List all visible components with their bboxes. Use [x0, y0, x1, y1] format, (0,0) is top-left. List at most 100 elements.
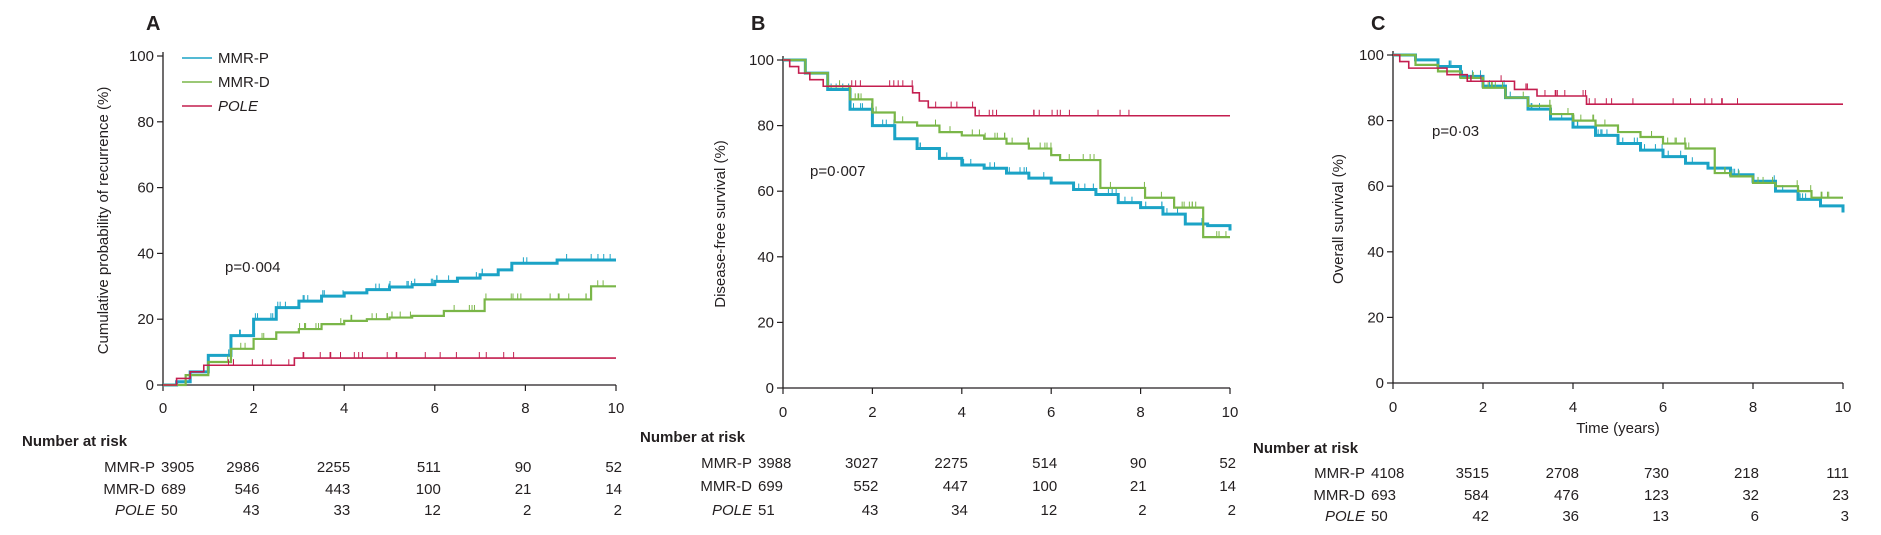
risk-row-label: MMR-P: [701, 455, 752, 472]
p-value-annotation: p=0·007: [810, 163, 865, 180]
y-tick-label: 40: [757, 249, 774, 266]
x-tick-label: 8: [1136, 404, 1144, 421]
x-tick-label: 4: [958, 404, 966, 421]
x-tick-label: 10: [1222, 404, 1239, 421]
y-tick-label: 100: [1359, 47, 1384, 64]
risk-cell: 3988: [758, 455, 791, 472]
risk-cell: 3: [1841, 508, 1849, 525]
risk-row-label: POLE: [1325, 508, 1366, 525]
y-tick-label: 100: [129, 48, 154, 65]
y-tick-label: 20: [1367, 309, 1384, 326]
risk-cell: 12: [1041, 502, 1058, 519]
risk-row-label: POLE: [712, 502, 753, 519]
risk-table-header: Number at risk: [22, 433, 128, 450]
panel-c: C 0 20 40 60 80 100 0 2 4 6 8 10 Overall survival (%)…: [1253, 13, 1851, 525]
risk-cell: 447: [943, 478, 968, 495]
x-tick-label: 0: [1389, 399, 1397, 416]
risk-cell: 218: [1734, 465, 1759, 482]
risk-table-header: Number at risk: [1253, 440, 1359, 457]
x-axis-label: Time (years): [1576, 420, 1660, 437]
x-tick-label: 6: [431, 400, 439, 417]
p-value-annotation: p=0·03: [1432, 123, 1479, 140]
x-tick-label: 6: [1659, 399, 1667, 416]
risk-cell: 514: [1032, 455, 1057, 472]
y-tick-label: 40: [137, 245, 154, 262]
risk-cell: 50: [1371, 508, 1388, 525]
risk-cell: 34: [951, 502, 968, 519]
risk-cell: 6: [1751, 508, 1759, 525]
x-tick-label: 2: [868, 404, 876, 421]
risk-cell: 2: [1228, 502, 1236, 519]
series-line-mmr-d: [1393, 53, 1843, 199]
y-axis-label: Cumulative probability of recurrence (%): [95, 87, 112, 355]
risk-cell: 43: [243, 502, 260, 519]
risk-cell: 14: [605, 481, 622, 498]
x-tick-label: 10: [608, 400, 625, 417]
series-line-mmr-d: [163, 285, 616, 387]
y-tick-label: 100: [749, 52, 774, 69]
risk-row-label: MMR-P: [104, 459, 155, 476]
risk-cell: 42: [1472, 508, 1489, 525]
risk-cell: 52: [605, 459, 622, 476]
risk-row-label: POLE: [115, 502, 156, 519]
risk-cell: 111: [1826, 465, 1849, 482]
risk-cell: 50: [161, 502, 178, 519]
legend-label-mmr-d: MMR-D: [218, 74, 270, 91]
y-tick-label: 20: [757, 314, 774, 331]
risk-cell: 2255: [317, 459, 350, 476]
legend-label-mmr-p: MMR-P: [218, 50, 269, 67]
risk-row-label: MMR-D: [103, 481, 155, 498]
risk-row-label: MMR-D: [1313, 487, 1365, 504]
y-tick-label: 0: [766, 380, 774, 397]
series-line-pole: [1393, 54, 1843, 105]
risk-cell: 689: [161, 481, 186, 498]
risk-cell: 32: [1742, 487, 1759, 504]
risk-cell: 2986: [226, 459, 259, 476]
x-tick-label: 2: [249, 400, 257, 417]
risk-cell: 36: [1562, 508, 1579, 525]
risk-cell: 730: [1644, 465, 1669, 482]
risk-cell: 2: [523, 502, 531, 519]
series-line-mmr-p: [783, 58, 1232, 231]
x-tick-label: 0: [779, 404, 787, 421]
risk-cell: 13: [1652, 508, 1669, 525]
y-tick-label: 60: [137, 180, 154, 197]
y-tick-label: 80: [757, 118, 774, 135]
risk-cell: 546: [235, 481, 260, 498]
risk-cell: 123: [1644, 487, 1669, 504]
risk-cell: 2275: [934, 455, 967, 472]
y-tick-label: 40: [1367, 244, 1384, 261]
risk-cell: 33: [334, 502, 351, 519]
y-axis-label: Overall survival (%): [1330, 154, 1347, 284]
risk-cell: 100: [1032, 478, 1057, 495]
risk-cell: 3027: [845, 455, 878, 472]
risk-cell: 2708: [1546, 465, 1579, 482]
x-tick-label: 8: [1749, 399, 1757, 416]
risk-cell: 443: [325, 481, 350, 498]
panel-label: A: [146, 13, 160, 35]
panel-label: C: [1371, 13, 1385, 35]
y-tick-label: 60: [757, 183, 774, 200]
risk-cell: 3515: [1456, 465, 1489, 482]
risk-row-label: MMR-D: [700, 478, 752, 495]
x-tick-label: 4: [1569, 399, 1577, 416]
risk-cell: 3905: [161, 459, 194, 476]
risk-cell: 699: [758, 478, 783, 495]
risk-cell: 100: [416, 481, 441, 498]
risk-cell: 4108: [1371, 465, 1404, 482]
y-tick-label: 0: [1376, 375, 1384, 392]
y-tick-label: 80: [1367, 113, 1384, 130]
risk-table-header: Number at risk: [640, 429, 746, 446]
x-tick-label: 10: [1835, 399, 1852, 416]
y-tick-label: 20: [137, 311, 154, 328]
x-tick-label: 2: [1479, 399, 1487, 416]
y-tick-label: 60: [1367, 178, 1384, 195]
risk-cell: 23: [1832, 487, 1849, 504]
y-tick-label: 80: [137, 114, 154, 131]
risk-cell: 14: [1219, 478, 1236, 495]
x-tick-label: 4: [340, 400, 348, 417]
y-axis-label: Disease-free survival (%): [712, 140, 729, 308]
x-tick-label: 8: [521, 400, 529, 417]
risk-cell: 90: [515, 459, 532, 476]
